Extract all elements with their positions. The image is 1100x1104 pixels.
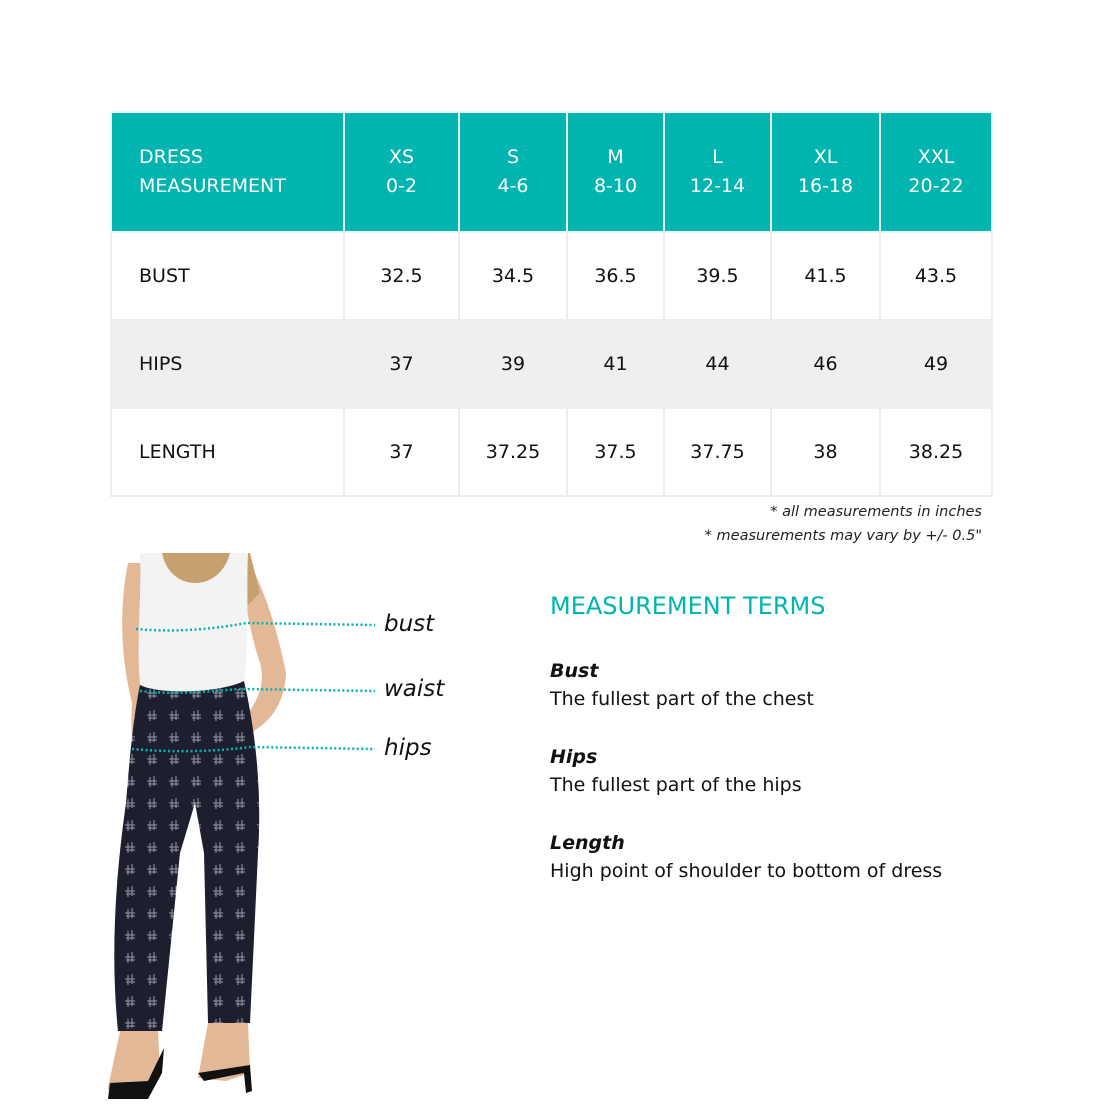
cell: 36.5	[566, 231, 665, 321]
header-size: L 12-14	[663, 111, 772, 233]
cell: 39	[458, 319, 568, 409]
size-chart-table: DRESS MEASUREMENT XS 0-2 S 4-6 M 8-10 L 12-14…	[110, 111, 993, 497]
model-figure: bust waist hips	[100, 553, 460, 1100]
cell: 34.5	[458, 231, 568, 321]
term-name: Bust	[550, 660, 599, 682]
measurement-terms: MEASUREMENT TERMS Bust The fullest part …	[550, 592, 1000, 916]
term-definition: The fullest part of the hips	[550, 774, 802, 796]
table-row-length: LENGTH 37 37.25 37.5 37.75 38 38.25	[110, 407, 993, 497]
cell: 38	[770, 407, 881, 497]
cell: 41.5	[770, 231, 881, 321]
terms-title: MEASUREMENT TERMS	[550, 592, 826, 620]
term-hips: Hips The fullest part of the hips	[550, 744, 1000, 800]
cell: 38.25	[879, 407, 993, 497]
cell: 37	[343, 407, 460, 497]
cell: 37.25	[458, 407, 568, 497]
bust-label: bust	[384, 611, 435, 637]
header-size: XS 0-2	[343, 111, 460, 233]
term-definition: The fullest part of the chest	[550, 688, 814, 710]
term-definition: High point of shoulder to bottom of dres…	[550, 860, 943, 882]
table-row-hips: HIPS 37 39 41 44 46 49	[110, 319, 993, 409]
cell: 49	[879, 319, 993, 409]
cell: 46	[770, 319, 881, 409]
table-row-bust: BUST 32.5 34.5 36.5 39.5 41.5 43.5	[110, 231, 993, 321]
measurement-notes: * all measurements in inches * measureme…	[705, 500, 982, 548]
header-size: XL 16-18	[770, 111, 881, 233]
waist-line	[139, 687, 376, 694]
cell: 44	[663, 319, 772, 409]
header-size: XXL 20-22	[879, 111, 993, 233]
term-name: Length	[550, 832, 625, 854]
note-variance: * measurements may vary by +/- 0.5"	[704, 528, 982, 544]
term-bust: Bust The fullest part of the chest	[550, 658, 1000, 714]
cell: 37.5	[566, 407, 665, 497]
cell: 32.5	[343, 231, 460, 321]
hips-label: hips	[384, 735, 432, 761]
row-label: BUST	[110, 231, 345, 321]
model-illustration	[108, 553, 376, 1099]
cell: 43.5	[879, 231, 993, 321]
note-inches: * all measurements in inches	[770, 504, 982, 520]
cell: 39.5	[663, 231, 772, 321]
term-length: Length High point of shoulder to bottom …	[550, 830, 1000, 886]
cell: 41	[566, 319, 665, 409]
header-size: M 8-10	[566, 111, 665, 233]
cell: 37.75	[663, 407, 772, 497]
waist-label: waist	[384, 676, 445, 702]
term-name: Hips	[550, 746, 598, 768]
header-size: S 4-6	[458, 111, 568, 233]
header-dress-measurement: DRESS MEASUREMENT	[110, 111, 345, 233]
cell: 37	[343, 319, 460, 409]
row-label: HIPS	[110, 319, 345, 409]
row-label: LENGTH	[110, 407, 345, 497]
table-header-row: DRESS MEASUREMENT XS 0-2 S 4-6 M 8-10 L 12-14…	[110, 111, 993, 233]
